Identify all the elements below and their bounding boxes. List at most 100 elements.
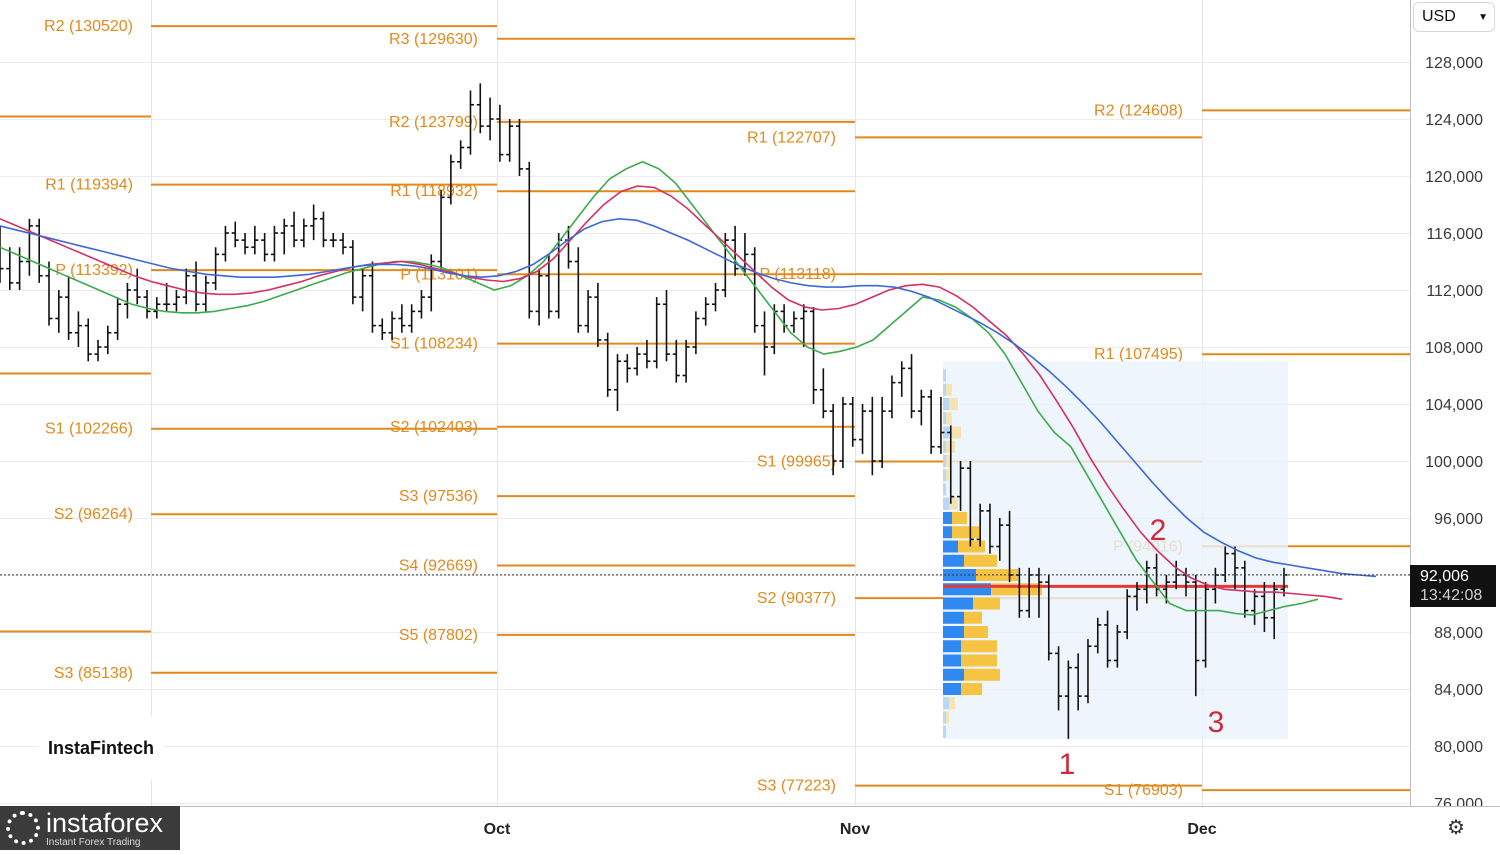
wave-annotation: 2 — [1150, 514, 1167, 547]
volume-bin-buy — [943, 711, 946, 724]
price-tick-label: 100,000 — [1425, 454, 1483, 471]
level-label: R1 (118932) — [390, 183, 478, 200]
level-label: S4 (92669) — [399, 557, 478, 574]
price-tick-label: 108,000 — [1425, 340, 1483, 357]
ohlc-bar — [84, 318, 92, 362]
ohlc-bar — [1074, 653, 1082, 711]
ohlc-bar — [800, 304, 808, 347]
ohlc-bar — [986, 503, 994, 554]
volume-bin-sell — [958, 540, 985, 553]
volume-bin-buy — [943, 369, 946, 382]
ohlc-bar — [898, 361, 906, 397]
ohlc-bar — [937, 396, 945, 454]
volume-bin-buy — [943, 526, 952, 539]
volume-bin-sell — [946, 711, 949, 724]
ohlc-bar — [231, 221, 239, 248]
ohlc-bar — [55, 290, 63, 333]
ohlc-bar — [663, 290, 671, 362]
level-label: R2 (123799) — [389, 114, 478, 131]
ohlc-bar — [74, 311, 82, 347]
level-label: S3 (77223) — [757, 778, 836, 795]
level-label: S3 (85138) — [54, 665, 133, 682]
ohlc-bar — [427, 254, 435, 312]
ohlc-bar — [0, 225, 4, 283]
price-tick-label: 84,000 — [1434, 682, 1483, 699]
ohlc-bar — [1123, 589, 1131, 640]
wave-annotation: 3 — [1208, 706, 1225, 739]
volume-bin-buy — [943, 697, 949, 710]
ohlc-bar — [535, 268, 543, 326]
ohlc-bar — [712, 282, 720, 312]
ohlc-bar — [447, 154, 455, 205]
ohlc-bar — [1241, 560, 1249, 618]
volume-bin-sell — [973, 597, 1000, 610]
ohlc-bar — [653, 297, 661, 369]
ohlc-bar — [408, 304, 416, 333]
ohlc-bar — [300, 218, 308, 248]
ohlc-bar — [133, 268, 141, 305]
level-label: R1 (122707) — [747, 129, 836, 146]
ma-line-slow — [0, 217, 1377, 578]
ohlc-bar — [1133, 582, 1141, 611]
ohlc-bar — [1104, 610, 1112, 668]
ohlc-bar — [790, 311, 798, 333]
volume-bin-buy — [943, 597, 973, 610]
volume-bin-sell — [952, 512, 967, 524]
volume-bin-sell — [952, 526, 979, 539]
volume-bin-sell — [964, 554, 997, 567]
ohlc-bar — [153, 297, 161, 319]
ohlc-bar — [368, 261, 376, 333]
ohlc-bar — [359, 268, 367, 312]
ohlc-bar — [172, 290, 180, 312]
volume-bin-buy — [943, 497, 949, 510]
ohlc-bar — [849, 396, 857, 447]
ohlc-bar — [339, 233, 347, 255]
ohlc-bar — [417, 290, 425, 319]
level-label: S1 (99965) — [757, 453, 836, 470]
ohlc-bar — [221, 225, 229, 262]
ohlc-bar — [878, 396, 886, 469]
ohlc-bar — [613, 354, 621, 412]
currency-label: USD — [1422, 8, 1456, 25]
time-tick-label: Oct — [484, 821, 511, 838]
ohlc-bar — [594, 282, 602, 347]
ohlc-bar — [996, 518, 1004, 561]
bar-countdown: 13:42:08 — [1420, 587, 1483, 604]
ohlc-bar — [829, 404, 837, 476]
ohlc-bar — [623, 354, 631, 383]
ohlc-bar — [496, 104, 504, 162]
ohlc-bar — [310, 204, 318, 241]
moving-averages — [0, 160, 1377, 616]
currency-select[interactable]: USD ▼ — [1413, 2, 1495, 32]
ohlc-bar — [1143, 560, 1151, 604]
ohlc-bar — [192, 261, 200, 312]
ohlc-bar — [1202, 582, 1210, 668]
ohlc-bar — [1251, 589, 1259, 625]
ohlc-bar — [525, 161, 533, 319]
logo-name: instaforex — [46, 807, 164, 838]
ohlc-bar — [1260, 582, 1268, 632]
ohlc-bar — [378, 318, 386, 340]
level-label: R2 (130520) — [44, 18, 133, 35]
ohlc-bar — [1045, 575, 1053, 661]
volume-bin-sell — [964, 611, 982, 624]
level-label: S2 (96264) — [54, 506, 133, 523]
volume-bin-sell — [961, 640, 997, 653]
ohlc-bar — [319, 211, 327, 248]
price-tick-label: 112,000 — [1426, 283, 1483, 300]
ohlc-bar — [604, 332, 612, 397]
ma-line-mid — [0, 185, 1343, 600]
volume-bin-sell — [946, 469, 949, 482]
volume-bin-sell — [964, 626, 988, 638]
ohlc-bar — [1094, 617, 1102, 654]
volume-bin-sell — [964, 668, 1000, 681]
volume-bin-buy — [943, 540, 958, 553]
ohlc-bar — [917, 389, 925, 426]
settings-icon[interactable]: ⚙ — [1447, 817, 1465, 839]
ohlc-bar — [143, 290, 151, 319]
volume-bin-buy — [943, 683, 961, 695]
level-label: S1 (108234) — [390, 336, 478, 353]
ohlc-bar — [584, 290, 592, 333]
ohlc-bar — [731, 225, 739, 276]
